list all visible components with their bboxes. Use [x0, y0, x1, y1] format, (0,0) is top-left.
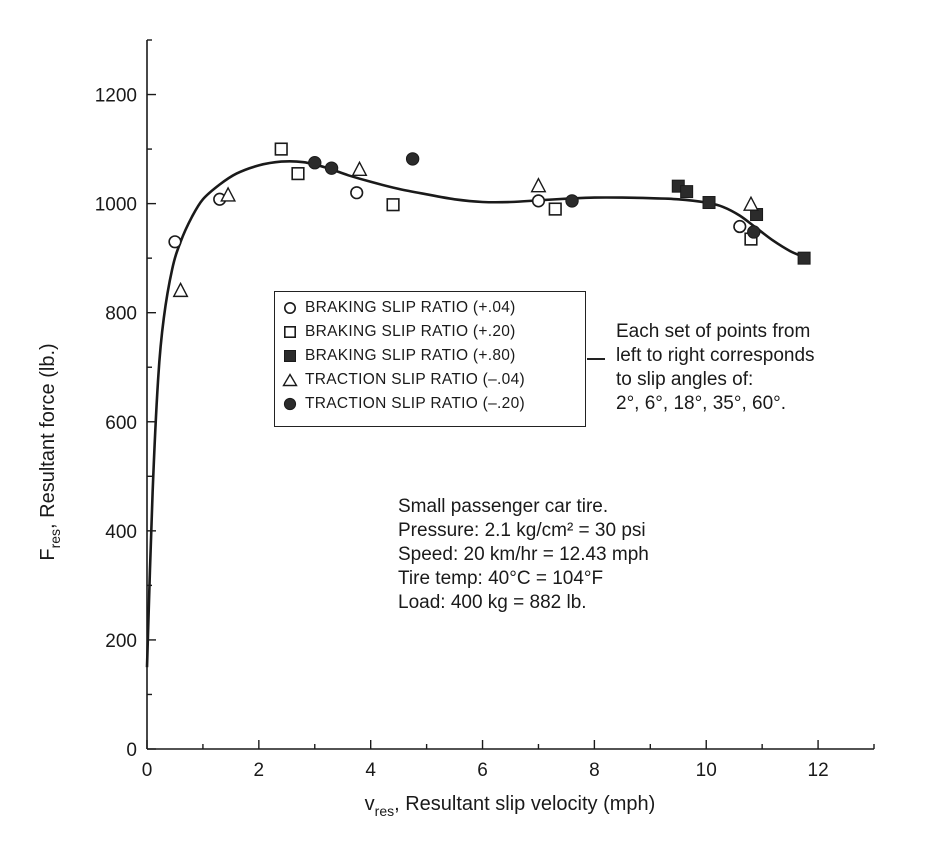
note-line: Pressure: 2.1 kg/cm² = 30 psi	[398, 520, 646, 541]
triangle-open-point	[351, 160, 368, 177]
note-line: Tire temp: 40°C = 104°F	[398, 568, 604, 589]
triangle-open-marker-icon	[275, 373, 305, 387]
y-tick-label: 200	[105, 631, 137, 652]
circle-open-point	[168, 235, 182, 249]
y-tick-label: 600	[105, 413, 137, 434]
note-line: Each set of points from	[616, 321, 811, 342]
legend-item: TRACTION SLIP RATIO (–.20)	[275, 392, 525, 416]
legend-note-connector	[587, 358, 605, 360]
note-line: left to right corresponds	[616, 345, 815, 366]
circle-filled-point	[565, 194, 579, 208]
square-open-marker-icon	[275, 325, 305, 339]
circle-open-point	[531, 194, 546, 208]
legend-label: TRACTION SLIP RATIO (–.20)	[305, 395, 525, 412]
square-open-point	[291, 167, 305, 181]
triangle-open-point	[530, 177, 547, 193]
y-tick-label: 1000	[95, 195, 137, 216]
triangle-open-point	[220, 186, 237, 202]
test-conditions-note: Small passenger car tire. Pressure: 2.1 …	[398, 495, 649, 615]
note-line: Speed: 20 km/hr = 12.43 mph	[398, 544, 649, 565]
circle-filled-marker-icon	[275, 397, 305, 411]
legend: BRAKING SLIP RATIO (+.04) BRAKING SLIP R…	[274, 291, 586, 427]
legend-label: BRAKING SLIP RATIO (+.80)	[305, 347, 516, 364]
square-open-point	[274, 142, 288, 156]
square-open-point	[386, 198, 400, 212]
legend-label: BRAKING SLIP RATIO (+.04)	[305, 299, 516, 316]
square-filled-point	[702, 196, 716, 210]
y-tick-label: 1200	[95, 86, 137, 107]
circle-filled-point	[308, 156, 322, 170]
x-axis-title: vres, Resultant slip velocity (mph)	[365, 793, 656, 819]
triangle-open-point	[172, 281, 189, 298]
x-tick-label: 8	[589, 760, 600, 781]
x-tick-label: 2	[254, 760, 265, 781]
y-tick-label: 800	[105, 304, 137, 325]
note-line: Load: 400 kg = 882 lb.	[398, 592, 587, 613]
legend-label: BRAKING SLIP RATIO (+.20)	[305, 323, 516, 340]
y-axis-title: Fres, Resultant force (lb.)	[37, 343, 63, 560]
y-tick-label: 400	[105, 522, 137, 543]
legend-label: TRACTION SLIP RATIO (–.04)	[305, 371, 525, 388]
square-filled-point	[797, 251, 811, 265]
square-open-point	[548, 202, 562, 216]
circle-open-point	[733, 219, 747, 234]
legend-item: BRAKING SLIP RATIO (+.04)	[275, 296, 516, 320]
circle-open-point	[350, 186, 364, 200]
x-tick-label: 12	[808, 760, 829, 781]
note-line: Small passenger car tire.	[398, 496, 609, 517]
circle-filled-point	[747, 225, 761, 239]
note-line: to slip angles of:	[616, 369, 754, 390]
legend-item: BRAKING SLIP RATIO (+.80)	[275, 344, 516, 368]
circle-filled-point	[324, 161, 339, 175]
legend-item: TRACTION SLIP RATIO (–.04)	[275, 368, 525, 392]
x-tick-label: 4	[365, 760, 376, 781]
slip-angles-note: Each set of points from left to right co…	[616, 320, 815, 416]
x-tick-label: 6	[477, 760, 488, 781]
data-points	[168, 142, 811, 298]
square-filled-marker-icon	[275, 349, 305, 363]
circle-open-marker-icon	[275, 301, 305, 315]
y-tick-label: 0	[126, 740, 137, 761]
note-line: 2°, 6°, 18°, 35°, 60°.	[616, 393, 787, 414]
legend-item: BRAKING SLIP RATIO (+.20)	[275, 320, 516, 344]
x-tick-label: 10	[696, 760, 717, 781]
x-tick-label: 0	[142, 760, 153, 781]
circle-filled-point	[405, 152, 420, 166]
square-filled-point	[680, 185, 694, 199]
triangle-open-point	[743, 195, 759, 211]
